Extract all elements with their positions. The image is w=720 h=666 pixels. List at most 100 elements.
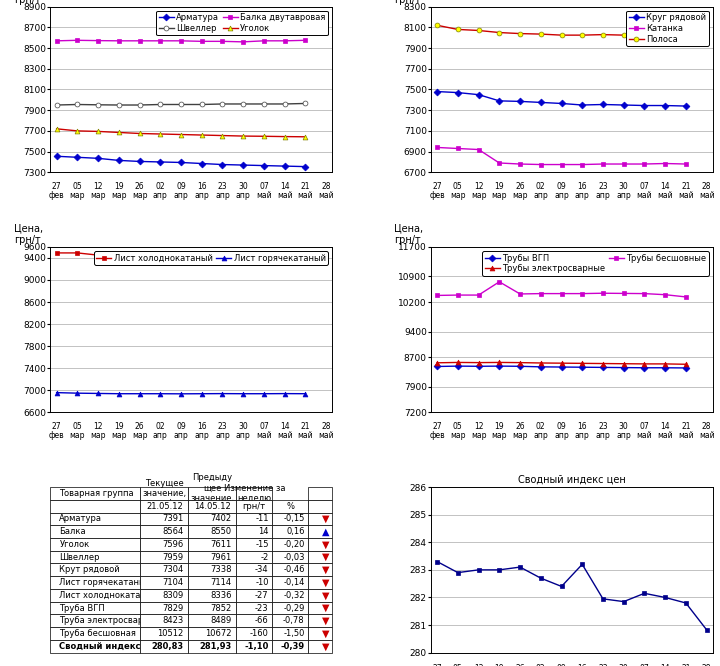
Text: 19: 19 xyxy=(495,422,504,432)
Text: Цена,
грн/т: Цена, грн/т xyxy=(14,224,43,245)
Уголок xyxy=(259,133,268,141)
Text: 23: 23 xyxy=(598,422,608,432)
Text: май: май xyxy=(678,190,693,200)
Круг рядовой xyxy=(474,91,483,99)
Text: май: май xyxy=(699,431,714,440)
Трубы ВГП xyxy=(619,364,628,372)
Трубы бесшовные xyxy=(454,291,462,299)
Лист холоднокатаный xyxy=(197,254,206,262)
Text: 28: 28 xyxy=(702,182,711,191)
Уголок xyxy=(301,133,310,141)
Трубы бесшовные xyxy=(516,290,524,298)
Лист горячекатаный xyxy=(135,390,144,398)
Катанка xyxy=(454,145,462,153)
Катанка xyxy=(661,160,670,168)
Арматура xyxy=(156,158,165,166)
Text: мар: мар xyxy=(471,431,486,440)
Text: апр: апр xyxy=(194,190,209,200)
Трубы электросварные xyxy=(474,358,483,366)
Круг рядовой xyxy=(640,101,649,109)
Text: 16: 16 xyxy=(197,422,207,432)
Text: май: май xyxy=(318,431,334,440)
Text: Цена,
грн/т: Цена, грн/т xyxy=(395,224,423,245)
Text: апр: апр xyxy=(534,190,548,200)
Text: мар: мар xyxy=(492,431,507,440)
Полоса xyxy=(536,30,545,38)
Text: 26: 26 xyxy=(516,664,525,666)
Text: 12: 12 xyxy=(94,182,103,191)
Text: мар: мар xyxy=(513,190,528,200)
Text: 23: 23 xyxy=(217,422,228,432)
Лист горячекатаный xyxy=(218,390,227,398)
Полоса xyxy=(682,35,690,43)
Text: 19: 19 xyxy=(114,422,124,432)
Круг рядовой xyxy=(536,99,545,107)
Трубы ВГП xyxy=(682,364,690,372)
Лист холоднокатаный xyxy=(301,255,310,263)
Трубы ВГП xyxy=(474,362,483,370)
Text: фев: фев xyxy=(429,431,445,440)
Уголок xyxy=(94,127,102,135)
Text: 09: 09 xyxy=(557,422,567,432)
Text: 23: 23 xyxy=(598,182,608,191)
Лист холоднокатаный xyxy=(239,254,248,262)
Text: 19: 19 xyxy=(114,182,124,191)
Text: 14: 14 xyxy=(660,182,670,191)
Line: Арматура: Арматура xyxy=(54,154,307,169)
Уголок xyxy=(176,131,185,139)
Text: 16: 16 xyxy=(577,182,587,191)
Трубы бесшовные xyxy=(598,289,607,297)
Балка двутавровая xyxy=(114,37,123,45)
Лист горячекатаный xyxy=(239,390,248,398)
Трубы электросварные xyxy=(557,359,566,367)
Балка двутавровая xyxy=(301,37,310,45)
Полоса xyxy=(495,29,504,37)
Line: Круг рядовой: Круг рядовой xyxy=(435,89,688,109)
Трубы электросварные xyxy=(661,360,670,368)
Text: 28: 28 xyxy=(702,664,711,666)
Швеллер xyxy=(218,100,227,108)
Text: 23: 23 xyxy=(217,182,228,191)
Полоса xyxy=(433,21,441,29)
Трубы бесшовные xyxy=(495,278,504,286)
Трубы бесшовные xyxy=(474,291,483,299)
Text: 12: 12 xyxy=(94,422,103,432)
Швеллер xyxy=(301,99,310,107)
Лист холоднокатаный xyxy=(280,254,289,262)
Балка двутавровая xyxy=(197,37,206,45)
Text: май: май xyxy=(678,431,693,440)
Text: май: май xyxy=(318,190,334,200)
Text: 27: 27 xyxy=(52,422,61,432)
Text: мар: мар xyxy=(90,431,106,440)
Line: Катанка: Катанка xyxy=(435,145,688,167)
Text: 09: 09 xyxy=(176,182,186,191)
Text: 28: 28 xyxy=(321,182,330,191)
Text: апр: апр xyxy=(153,431,168,440)
Полоса xyxy=(619,31,628,39)
Балка двутавровая xyxy=(73,37,81,45)
Text: 16: 16 xyxy=(577,664,587,666)
Трубы электросварные xyxy=(495,358,504,366)
Text: апр: апр xyxy=(235,190,251,200)
Полоса xyxy=(578,31,587,39)
Text: 26: 26 xyxy=(516,422,525,432)
Швеллер xyxy=(280,100,289,108)
Text: 21: 21 xyxy=(681,664,690,666)
Text: 14: 14 xyxy=(280,182,289,191)
Text: 27: 27 xyxy=(432,182,442,191)
Text: мар: мар xyxy=(70,190,85,200)
Трубы электросварные xyxy=(598,360,607,368)
Трубы электросварные xyxy=(454,358,462,366)
Text: май: май xyxy=(256,190,271,200)
Text: 07: 07 xyxy=(639,664,649,666)
Уголок xyxy=(135,129,144,137)
Круг рядовой xyxy=(661,101,670,109)
Text: 02: 02 xyxy=(156,422,165,432)
Полоса xyxy=(474,27,483,35)
Лист холоднокатаный xyxy=(73,249,81,257)
Трубы бесшовные xyxy=(619,290,628,298)
Трубы электросварные xyxy=(640,360,649,368)
Трубы электросварные xyxy=(433,359,441,367)
Text: май: май xyxy=(657,190,673,200)
Лист горячекатаный xyxy=(114,390,123,398)
